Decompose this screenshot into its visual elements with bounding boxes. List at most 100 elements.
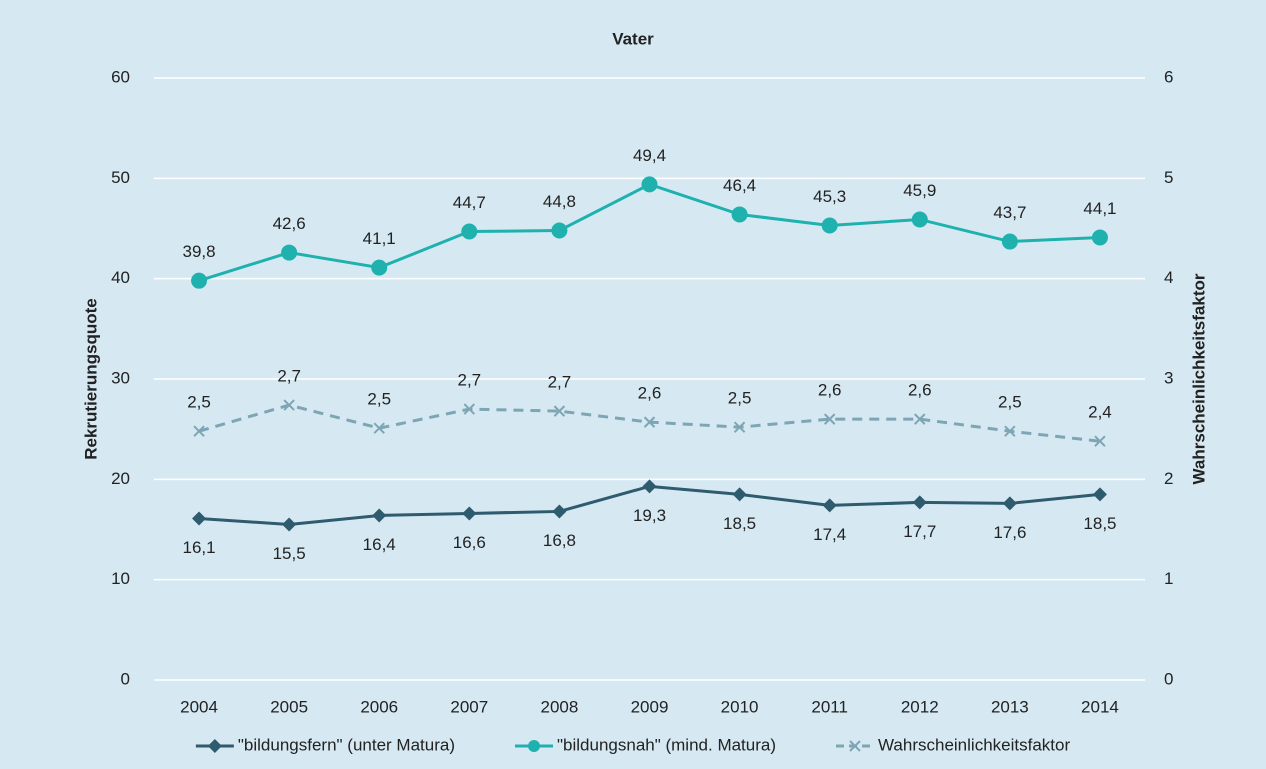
data-label: 2,5 xyxy=(728,389,752,408)
x-tick-label: 2013 xyxy=(991,697,1029,716)
marker xyxy=(373,422,385,434)
y2-tick-label: 1 xyxy=(1164,569,1173,588)
y2-tick-label: 4 xyxy=(1164,268,1173,287)
y-tick-label: 10 xyxy=(111,569,130,588)
data-label: 2,5 xyxy=(998,393,1022,412)
data-label: 2,5 xyxy=(187,393,211,412)
marker xyxy=(1091,229,1108,246)
marker xyxy=(1094,435,1106,447)
marker xyxy=(823,413,836,425)
y-tick-label: 0 xyxy=(121,669,130,688)
marker xyxy=(207,739,222,753)
data-label: 19,3 xyxy=(633,506,666,525)
marker xyxy=(283,399,295,411)
data-label: 16,8 xyxy=(543,531,576,550)
y2-tick-label: 2 xyxy=(1164,469,1173,488)
data-label: 42,6 xyxy=(273,214,306,233)
data-label: 17,4 xyxy=(813,525,846,544)
marker xyxy=(642,479,657,494)
marker xyxy=(733,421,746,433)
data-label: 17,7 xyxy=(903,522,936,541)
marker xyxy=(193,425,205,437)
legend-label: "bildungsfern" (unter Matura) xyxy=(238,735,455,754)
x-tick-label: 2014 xyxy=(1081,697,1119,716)
data-label: 2,6 xyxy=(908,381,932,400)
data-label: 15,5 xyxy=(273,544,306,563)
data-label: 43,7 xyxy=(993,203,1026,222)
marker xyxy=(641,176,658,193)
marker xyxy=(732,487,747,502)
data-label: 44,1 xyxy=(1083,199,1116,218)
x-tick-label: 2004 xyxy=(180,697,218,716)
data-label: 41,1 xyxy=(363,229,396,248)
marker xyxy=(822,498,837,513)
marker xyxy=(372,508,387,523)
marker xyxy=(528,740,540,752)
marker xyxy=(461,223,478,240)
marker xyxy=(281,244,298,261)
data-label: 16,1 xyxy=(182,538,215,557)
marker xyxy=(912,495,927,510)
marker xyxy=(914,413,926,425)
x-tick-label: 2006 xyxy=(360,697,398,716)
marker xyxy=(191,272,208,289)
data-label: 44,8 xyxy=(543,192,576,211)
chart-title: Vater xyxy=(612,29,654,48)
data-label: 49,4 xyxy=(633,146,666,165)
y2-axis-label: Wahrscheinlichkeitsfaktor xyxy=(1189,273,1208,484)
y2-tick-label: 5 xyxy=(1164,168,1173,187)
data-label: 39,8 xyxy=(182,242,215,261)
data-label: 2,7 xyxy=(457,371,481,390)
legend-label: "bildungsnah" (mind. Matura) xyxy=(557,735,776,754)
y-tick-label: 60 xyxy=(111,67,130,86)
marker xyxy=(553,405,566,417)
marker xyxy=(551,222,568,239)
data-label: 2,7 xyxy=(548,373,572,392)
marker xyxy=(1004,425,1016,437)
data-label: 2,7 xyxy=(277,367,301,386)
y-tick-label: 50 xyxy=(111,168,130,187)
marker xyxy=(731,206,748,223)
marker xyxy=(849,740,861,752)
marker xyxy=(282,517,297,532)
marker xyxy=(463,403,476,415)
x-tick-label: 2008 xyxy=(540,697,578,716)
y2-tick-label: 3 xyxy=(1164,368,1173,387)
data-label: 2,4 xyxy=(1088,403,1112,422)
marker xyxy=(643,416,656,428)
y2-tick-label: 6 xyxy=(1164,67,1173,86)
data-label: 16,4 xyxy=(363,535,396,554)
y-tick-label: 20 xyxy=(111,469,130,488)
marker xyxy=(1001,233,1018,250)
data-label: 2,6 xyxy=(818,381,842,400)
data-label: 2,6 xyxy=(638,384,662,403)
data-label: 16,6 xyxy=(453,533,486,552)
legend-label: Wahrscheinlichkeitsfaktor xyxy=(878,735,1070,754)
marker xyxy=(371,259,388,276)
x-tick-label: 2009 xyxy=(631,697,669,716)
x-tick-label: 2010 xyxy=(721,697,759,716)
data-label: 46,4 xyxy=(723,176,756,195)
x-tick-label: 2011 xyxy=(811,697,848,716)
data-label: 17,6 xyxy=(993,523,1026,542)
data-label: 18,5 xyxy=(1083,514,1116,533)
data-label: 44,7 xyxy=(453,193,486,212)
data-label: 45,9 xyxy=(903,181,936,200)
x-tick-label: 2005 xyxy=(270,697,308,716)
y2-tick-label: 0 xyxy=(1164,669,1173,688)
y-tick-label: 40 xyxy=(111,268,130,287)
marker xyxy=(1092,487,1107,502)
marker xyxy=(821,217,838,234)
legend: "bildungsfern" (unter Matura) "bildungsna… xyxy=(195,735,1070,754)
data-label: 45,3 xyxy=(813,187,846,206)
marker xyxy=(911,211,928,228)
x-tick-label: 2007 xyxy=(450,697,488,716)
y-axis-label: Rekrutierungsquote xyxy=(81,298,100,460)
marker xyxy=(462,506,477,521)
data-label: 2,5 xyxy=(367,390,391,409)
marker xyxy=(1002,496,1017,511)
marker xyxy=(192,511,207,526)
marker xyxy=(552,504,567,519)
